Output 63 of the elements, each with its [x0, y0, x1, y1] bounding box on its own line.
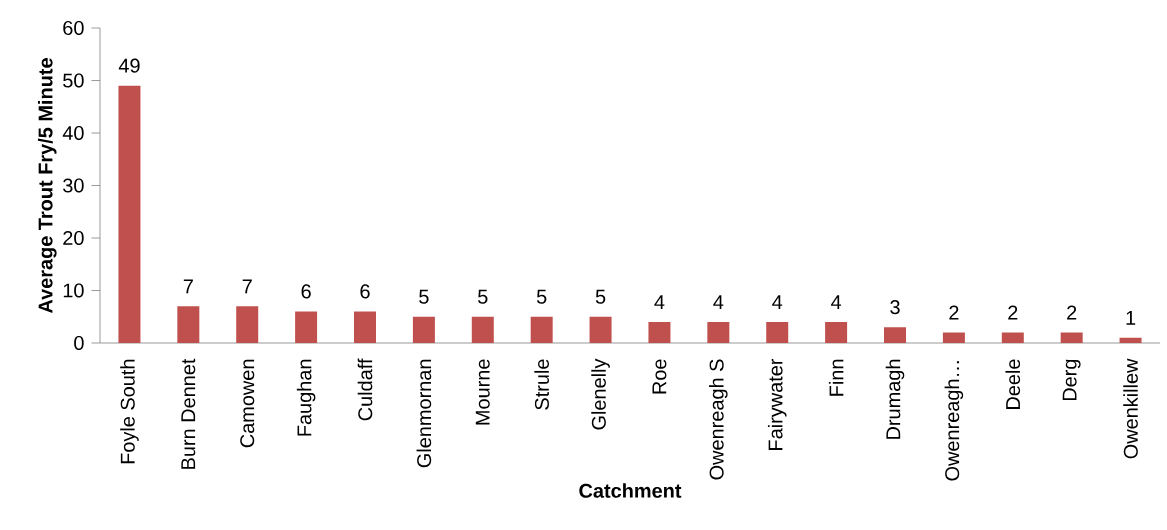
x-tick-label: Burn Dennet	[181, 358, 196, 469]
x-tick-label: Camowen	[240, 359, 255, 448]
data-label: 1	[1126, 310, 1136, 325]
data-label: 2	[1008, 305, 1018, 320]
data-label: 5	[595, 289, 606, 304]
data-label: 7	[242, 279, 252, 294]
data-label: 4	[831, 295, 842, 309]
bar	[118, 85, 141, 343]
bar	[295, 311, 318, 343]
bar	[1060, 332, 1083, 343]
x-tick-label: Glenmornan	[416, 359, 432, 468]
x-tick-label: Roe	[652, 359, 667, 394]
x-tick-label: Owenkillew	[1123, 358, 1138, 459]
bar	[177, 306, 200, 343]
y-tick-label: 60	[63, 20, 84, 36]
x-tick-label: Glenelly	[591, 358, 610, 430]
x-tick-label: Mourne	[475, 359, 490, 425]
x-axis-title: Catchment	[579, 483, 682, 498]
bar	[1001, 332, 1024, 343]
y-tick-label: 10	[63, 283, 84, 298]
bar	[707, 322, 730, 343]
data-label: 49	[118, 58, 140, 73]
y-tick-label: 20	[63, 230, 84, 246]
x-tick-label: Strule	[534, 359, 549, 410]
x-tick-label: Derg	[1062, 359, 1081, 401]
bar	[942, 332, 965, 343]
y-tick-label: 40	[62, 125, 84, 141]
y-tick-label: 0	[74, 335, 84, 351]
data-label: 5	[419, 289, 429, 304]
bar	[884, 327, 907, 343]
bar	[766, 322, 789, 343]
data-label: 2	[1067, 305, 1077, 320]
bar	[471, 316, 494, 343]
bar	[1119, 337, 1142, 343]
data-label: 5	[536, 289, 547, 304]
x-tick-label: Drumagh	[885, 359, 905, 439]
data-label: 4	[713, 295, 724, 309]
x-tick-label: Foyle South	[120, 359, 139, 464]
x-tick-label: Owenreagh S	[709, 359, 728, 480]
x-tick-label: Fairywater	[767, 358, 787, 450]
bar	[825, 322, 848, 343]
bar	[236, 306, 259, 343]
x-tick-label: Finn	[828, 359, 844, 396]
data-label: 4	[772, 295, 783, 309]
bar	[589, 316, 612, 343]
x-tick-label: Owenreagh…	[944, 361, 964, 481]
data-label: 2	[949, 305, 959, 320]
data-label: 4	[654, 295, 665, 309]
data-label: 6	[360, 284, 370, 299]
y-axis-title: Average Trout Fry/5 Minute	[37, 58, 57, 314]
bar	[412, 316, 435, 343]
data-label: 5	[478, 289, 488, 304]
bar	[648, 322, 671, 343]
x-tick-label: Culdaff	[357, 358, 373, 421]
y-tick-label: 50	[63, 73, 84, 88]
bar	[530, 316, 553, 343]
data-label: 3	[890, 300, 900, 315]
x-tick-label: Faughan	[296, 359, 316, 436]
data-label: 6	[301, 284, 311, 299]
bar	[354, 311, 376, 343]
data-label: 7	[183, 279, 193, 294]
y-tick-label: 30	[63, 178, 84, 193]
x-tick-label: Deele	[1005, 359, 1021, 409]
